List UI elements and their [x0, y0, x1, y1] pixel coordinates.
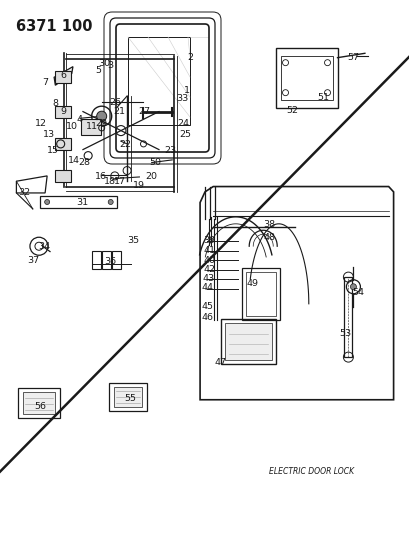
Text: 5: 5 [95, 66, 101, 75]
Text: 47: 47 [214, 358, 226, 367]
Text: 20: 20 [144, 173, 157, 181]
Text: 55: 55 [124, 394, 136, 403]
Circle shape [97, 111, 106, 121]
Bar [220, 319, 275, 364]
Bar [275, 47, 337, 108]
Bar [241, 268, 279, 320]
Text: 44: 44 [200, 284, 213, 292]
Text: 49: 49 [245, 279, 258, 288]
Bar [102, 251, 111, 269]
Text: 2: 2 [187, 53, 193, 61]
Text: 23: 23 [164, 146, 176, 155]
Text: 46: 46 [200, 313, 213, 321]
Bar [108, 383, 146, 411]
Text: 11: 11 [86, 123, 98, 131]
Bar [55, 106, 71, 118]
Text: 41: 41 [202, 246, 215, 255]
Text: 22: 22 [119, 141, 131, 149]
Text: 45: 45 [200, 302, 213, 311]
Text: 50: 50 [148, 158, 161, 167]
Text: 12: 12 [35, 119, 47, 128]
Text: 25: 25 [179, 130, 191, 139]
Bar [55, 170, 71, 182]
Text: 6371 100: 6371 100 [16, 19, 93, 34]
Bar [224, 322, 271, 359]
Text: 35: 35 [127, 237, 139, 245]
Bar [55, 138, 71, 150]
Text: 31: 31 [76, 198, 88, 207]
Bar [55, 71, 71, 83]
Bar [92, 251, 101, 269]
Text: 42: 42 [202, 265, 215, 273]
Bar [23, 392, 55, 414]
Text: 53: 53 [338, 329, 351, 337]
Text: 57: 57 [346, 53, 359, 62]
Text: 8: 8 [52, 100, 58, 108]
Text: 54: 54 [352, 288, 364, 296]
Text: 32: 32 [18, 189, 31, 197]
Bar [18, 389, 60, 418]
Text: 36: 36 [104, 257, 117, 265]
Text: 37: 37 [27, 256, 40, 264]
Circle shape [108, 199, 113, 205]
Text: 13: 13 [43, 130, 55, 139]
Text: 30: 30 [98, 60, 110, 68]
Text: ELECTRIC DOOR LOCK: ELECTRIC DOOR LOCK [268, 467, 353, 476]
Text: 56: 56 [34, 402, 46, 410]
Text: 40: 40 [202, 256, 215, 264]
Text: 21: 21 [112, 108, 125, 116]
Circle shape [350, 284, 355, 290]
Text: 24: 24 [177, 119, 189, 128]
Text: 19: 19 [133, 181, 145, 190]
Text: 9: 9 [61, 108, 66, 116]
Text: 48: 48 [263, 233, 275, 241]
Text: 3: 3 [108, 61, 113, 69]
Text: 16: 16 [95, 173, 107, 181]
Text: 51: 51 [316, 93, 328, 101]
Circle shape [45, 199, 49, 205]
Text: 38: 38 [263, 221, 275, 229]
Text: 18: 18 [103, 177, 116, 185]
Bar [128, 37, 189, 125]
Bar [81, 119, 101, 135]
Text: 7: 7 [42, 78, 48, 87]
Text: 28: 28 [78, 158, 90, 167]
Bar [280, 55, 332, 100]
Bar [113, 387, 141, 407]
Text: 43: 43 [202, 274, 214, 282]
Text: 52: 52 [285, 107, 297, 115]
Text: 29: 29 [95, 119, 108, 128]
Text: 4: 4 [77, 116, 83, 124]
Text: 26: 26 [109, 98, 121, 107]
Text: 27: 27 [138, 108, 150, 116]
Bar [112, 251, 121, 269]
Text: 14: 14 [67, 157, 80, 165]
Text: 10: 10 [65, 123, 78, 131]
Text: 39: 39 [202, 237, 215, 245]
Text: 33: 33 [176, 94, 188, 103]
Text: 17: 17 [114, 177, 126, 185]
Text: 1: 1 [183, 86, 189, 95]
Text: 34: 34 [38, 242, 50, 251]
Bar [344, 277, 352, 357]
Text: 6: 6 [61, 71, 66, 80]
Polygon shape [54, 67, 73, 85]
Bar [245, 272, 275, 316]
Text: 15: 15 [47, 146, 59, 155]
